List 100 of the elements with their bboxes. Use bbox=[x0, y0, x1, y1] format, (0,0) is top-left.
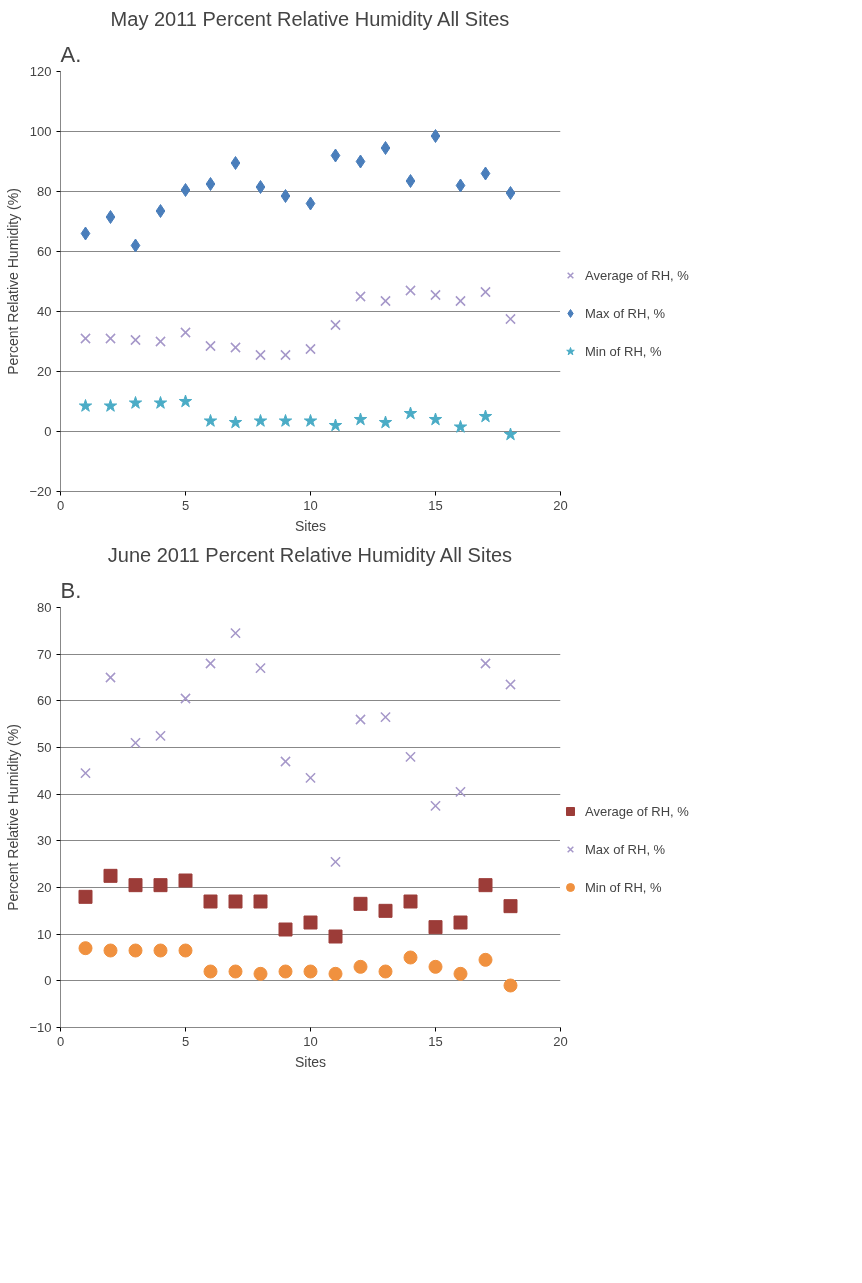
point bbox=[455, 786, 466, 798]
point bbox=[330, 856, 341, 868]
point bbox=[103, 943, 118, 958]
x-tick-label: 15 bbox=[428, 497, 443, 513]
point bbox=[153, 943, 168, 958]
point bbox=[353, 412, 368, 426]
point bbox=[278, 964, 293, 979]
x-tick-label: 0 bbox=[56, 497, 65, 513]
x-tick-label: 10 bbox=[303, 1033, 318, 1049]
point bbox=[203, 894, 218, 909]
point bbox=[378, 903, 393, 918]
point bbox=[305, 772, 316, 784]
point bbox=[205, 177, 216, 191]
point bbox=[80, 333, 91, 344]
point bbox=[205, 340, 216, 352]
x-tick-label: 15 bbox=[428, 1033, 443, 1049]
point bbox=[180, 327, 191, 338]
point bbox=[328, 418, 343, 432]
point bbox=[228, 964, 243, 979]
chart-title: June 2011 Percent Relative Humidity All Sites bbox=[107, 543, 513, 566]
point bbox=[378, 964, 393, 979]
point bbox=[78, 399, 93, 412]
point bbox=[405, 174, 416, 188]
point bbox=[178, 873, 193, 888]
x-tick-label: 20 bbox=[553, 1033, 568, 1049]
point bbox=[403, 406, 418, 420]
y-tick-label: 40 bbox=[37, 304, 52, 319]
point bbox=[105, 210, 116, 224]
point bbox=[328, 966, 343, 981]
legend-label: Average of RH, % bbox=[585, 803, 689, 819]
x-axis-title: Sites bbox=[294, 517, 327, 534]
point bbox=[353, 896, 368, 911]
point bbox=[478, 878, 493, 893]
y-axis-title: Percent Relative Humidity (%) bbox=[5, 188, 22, 375]
point bbox=[430, 129, 441, 143]
point bbox=[430, 289, 441, 301]
y-tick-label: 80 bbox=[37, 184, 52, 199]
point bbox=[280, 189, 291, 203]
point bbox=[255, 662, 266, 674]
point bbox=[330, 319, 341, 331]
point bbox=[105, 672, 116, 683]
point bbox=[453, 420, 468, 433]
point bbox=[403, 950, 418, 965]
point bbox=[405, 285, 416, 296]
point bbox=[453, 966, 468, 981]
point bbox=[255, 180, 266, 194]
point bbox=[380, 295, 391, 307]
point bbox=[278, 922, 293, 937]
y-tick-label: 80 bbox=[37, 600, 52, 615]
point bbox=[103, 868, 118, 883]
point bbox=[230, 342, 241, 353]
point bbox=[505, 679, 516, 690]
point bbox=[80, 226, 91, 241]
point bbox=[78, 889, 93, 904]
legend-label: Max of RH, % bbox=[585, 841, 666, 857]
point bbox=[230, 627, 241, 639]
point bbox=[505, 313, 516, 325]
point bbox=[228, 894, 243, 909]
point bbox=[178, 394, 193, 408]
x-tick-label: 20 bbox=[553, 497, 568, 513]
x-axis-title: Sites bbox=[294, 1053, 327, 1070]
point bbox=[480, 658, 491, 669]
point bbox=[280, 349, 291, 361]
point bbox=[128, 878, 143, 893]
point bbox=[153, 396, 168, 409]
y-tick-label: 70 bbox=[37, 646, 52, 662]
text: B. bbox=[60, 577, 82, 603]
point bbox=[205, 658, 216, 669]
y-tick-label: −10 bbox=[29, 1020, 52, 1035]
y-tick-label: 20 bbox=[37, 364, 52, 379]
point bbox=[253, 966, 268, 981]
point bbox=[203, 414, 218, 427]
point bbox=[455, 178, 466, 193]
y-tick-label: 0 bbox=[44, 973, 52, 989]
point bbox=[130, 238, 141, 253]
y-tick-label: 60 bbox=[37, 693, 52, 709]
y-tick-label: −20 bbox=[29, 484, 52, 499]
point bbox=[253, 894, 268, 909]
point bbox=[80, 767, 91, 779]
point bbox=[253, 414, 268, 427]
point bbox=[355, 714, 366, 725]
point bbox=[180, 183, 191, 197]
point bbox=[128, 396, 143, 409]
point bbox=[280, 756, 291, 767]
point bbox=[255, 349, 266, 361]
text: A. bbox=[60, 41, 82, 67]
point bbox=[153, 878, 168, 893]
y-tick-label: 20 bbox=[37, 880, 52, 895]
point bbox=[355, 154, 366, 169]
y-axis-title: Percent Relative Humidity (%) bbox=[5, 724, 22, 911]
point bbox=[503, 899, 518, 914]
y-tick-label: 40 bbox=[37, 786, 52, 802]
point bbox=[428, 920, 443, 935]
point bbox=[380, 711, 391, 723]
y-tick-label: 120 bbox=[29, 64, 52, 79]
y-tick-label: 10 bbox=[37, 926, 52, 942]
point bbox=[303, 414, 318, 427]
y-tick-label: 60 bbox=[37, 244, 52, 259]
point bbox=[303, 964, 318, 979]
y-tick-label: 0 bbox=[44, 424, 52, 439]
